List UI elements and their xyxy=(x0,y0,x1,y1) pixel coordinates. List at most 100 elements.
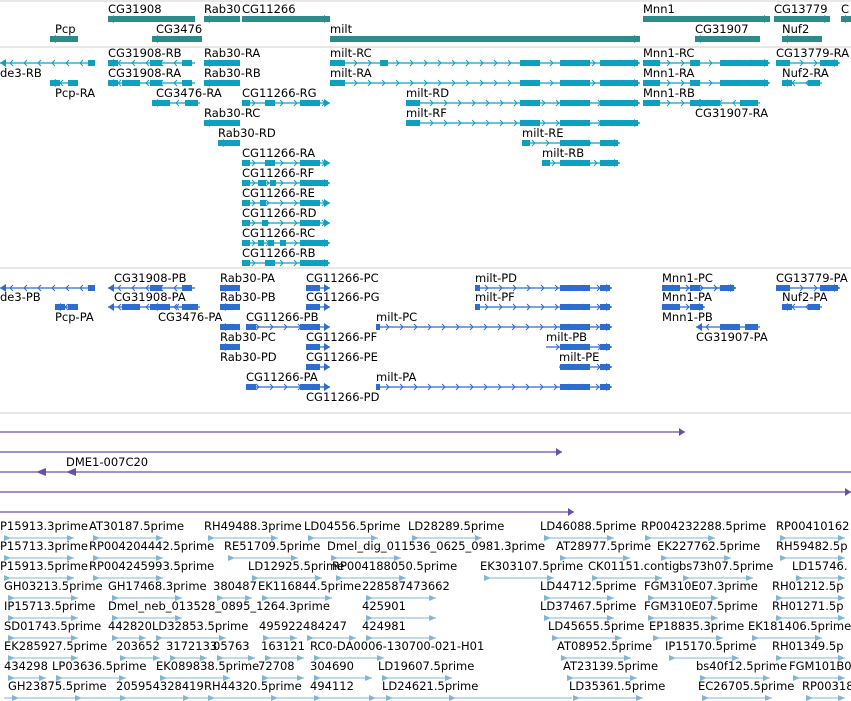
gene-mnn1[interactable]: Mnn1 xyxy=(643,2,770,23)
protein-cg11266-pf[interactable]: CG11266-PF xyxy=(306,330,377,351)
protein-cg11266-pc[interactable]: CG11266-PC xyxy=(306,271,379,292)
clone-span[interactable] xyxy=(0,428,685,436)
gene-cg3476[interactable]: CG3476 xyxy=(152,22,202,43)
est-ld28289-5prime[interactable]: LD28289.5prime xyxy=(408,519,504,541)
gene-milt[interactable]: milt xyxy=(330,22,640,43)
est-lp03636-5prime[interactable]: LP03636.5prime xyxy=(52,659,146,681)
transcript-cg13779-ra[interactable]: CG13779-RA xyxy=(776,46,849,67)
protein-cg11266-pg[interactable]: CG11266-PG xyxy=(306,290,380,311)
est-rp004245993-5prime[interactable]: RP004245993.5prime xyxy=(89,559,214,581)
protein-milt-pb[interactable]: milt-PB xyxy=(546,330,612,351)
est-at30187-5prime[interactable]: AT30187.5prime xyxy=(89,519,184,541)
transcript-rab30-rb[interactable]: Rab30-RB xyxy=(204,66,261,87)
est-rh01349-5p[interactable]: RH01349.5p xyxy=(772,639,845,661)
est-p15913-5prime[interactable]: P15913.5prime xyxy=(0,559,88,581)
est-gh17468-3prime[interactable]: GH17468.3prime xyxy=(108,579,207,601)
est-424981[interactable]: 424981 xyxy=(362,619,436,641)
protein-mnn1-pa[interactable]: Mnn1-PA xyxy=(662,284,736,304)
transcript-cg31907-ra[interactable]: CG31907-RA xyxy=(695,99,768,120)
transcript-milt-re[interactable]: milt-RE xyxy=(522,126,620,147)
transcript-milt-rd[interactable]: milt-RD xyxy=(406,86,640,107)
est-p15713-3prime[interactable]: P15713.3prime xyxy=(0,539,88,561)
protein-cg13779-pa[interactable]: CG13779-PA xyxy=(776,271,848,292)
gene-rab30[interactable]: Rab30 xyxy=(204,2,241,23)
est-ip15170-5prime[interactable]: IP15170.5prime xyxy=(665,639,756,661)
est-ep18835-3prime[interactable]: EP18835.3prime xyxy=(649,619,744,641)
est-ek089838-5prime[interactable]: EK089838.5prime xyxy=(156,659,259,681)
est-fgm310e07-3prime[interactable]: FGM310E07.3prime xyxy=(644,579,758,601)
gene-nuf2[interactable]: Nuf2 xyxy=(782,22,822,43)
transcript-cg31908-rb[interactable]: CG31908-RB xyxy=(108,46,195,67)
est-sd01743-5prime[interactable]: SD01743.5prime xyxy=(4,619,101,641)
protein-mnn1-pb[interactable]: Mnn1-PB xyxy=(662,303,713,324)
transcript-cg11266-rg[interactable]: CG11266-RG xyxy=(242,86,330,107)
transcript-milt-rb[interactable]: milt-RB xyxy=(542,146,620,167)
est-at23139-5prime[interactable]: AT23139.5prime xyxy=(563,659,658,681)
est-ip15713-5prime[interactable]: IP15713.5prime xyxy=(4,599,95,621)
transcript-nuf2-ra[interactable]: Nuf2-RA xyxy=(782,66,829,87)
protein-rab30-pa[interactable]: Rab30-PA xyxy=(220,271,275,292)
transcript-rab30-ra[interactable]: Rab30-RA xyxy=(204,46,260,67)
transcript-cg11266-rd[interactable]: CG11266-RD xyxy=(242,206,330,227)
est-rh01212-5p[interactable]: RH01212.5p xyxy=(772,579,845,601)
est-495922[interactable]: 495922 xyxy=(259,619,303,641)
clone-span[interactable] xyxy=(0,508,574,516)
gene-pcp[interactable]: Pcp xyxy=(50,22,78,43)
gene-cg31907[interactable]: CG31907 xyxy=(695,22,760,43)
transcript-milt-rc[interactable]: milt-RC xyxy=(330,46,640,67)
est-ec26705-5prime[interactable]: EC26705.5prime xyxy=(698,679,794,701)
est-434298[interactable]: 434298 xyxy=(4,659,48,681)
clone-dme1-007c20[interactable]: DME1-007C20 xyxy=(0,455,851,476)
est-ld15746-[interactable]: LD15746. xyxy=(792,559,848,581)
est-bs73h07-5prime[interactable]: bs73h07.5prime xyxy=(679,559,773,581)
est-203652[interactable]: 203652 xyxy=(116,639,160,661)
est-ld46088-5prime[interactable]: LD46088.5prime xyxy=(540,519,636,541)
est-ld04556-5prime[interactable]: LD04556.5prime xyxy=(304,519,400,541)
est-228587473662[interactable]: 228587473662 xyxy=(362,579,450,601)
est-ld35361-5prime[interactable]: LD35361.5prime xyxy=(569,679,665,701)
est-rp004188050-5prime[interactable]: RP004188050.5prime xyxy=(332,559,457,581)
protein-milt-pf[interactable]: milt-PF xyxy=(475,290,612,311)
est-ld19607-5prime[interactable]: LD19607.5prime xyxy=(378,659,474,681)
est-ld12925-5prime[interactable]: LD12925.5prime xyxy=(248,559,344,581)
gene-cg31908[interactable]: CG31908 xyxy=(108,2,195,23)
transcript-mnn1-rc[interactable]: Mnn1-RC xyxy=(643,46,770,67)
transcript-cg11266-ra[interactable]: CG11266-RA xyxy=(242,146,330,167)
transcript-cg11266-rf[interactable]: CG11266-RF xyxy=(242,166,330,187)
est-484247[interactable]: 484247 xyxy=(303,619,356,641)
clone-span[interactable] xyxy=(0,488,851,496)
transcript-cg11266-rc[interactable]: CG11266-RC xyxy=(242,226,330,247)
protein-cg11266-pe[interactable]: CG11266-PE xyxy=(306,350,378,371)
protein-rab30-pc[interactable]: Rab30-PC xyxy=(220,323,276,344)
est-rh01271-5p[interactable]: RH01271.5p xyxy=(772,599,845,621)
est-re51709-5prime[interactable]: RE51709.5prime xyxy=(224,539,320,561)
est-380487[interactable]: 380487 xyxy=(213,579,257,601)
est-dmel-neb-013528-0895-1264-3prime[interactable]: Dmel_neb_013528_0895_1264.3prime xyxy=(108,599,330,621)
protein-cg31908-pb[interactable]: CG31908-PB xyxy=(108,271,195,292)
est-ek181406-5prime[interactable]: EK181406.5prime xyxy=(748,619,851,641)
protein-cg31907-pa[interactable]: CG31907-PA xyxy=(696,323,768,344)
est-ck01151-contig[interactable]: CK01151.contig xyxy=(588,559,679,581)
est-3172133[interactable]: 3172133 xyxy=(166,639,217,661)
protein-nuf2-pa[interactable]: Nuf2-PA xyxy=(782,290,828,311)
gene-cg11266[interactable]: CG11266 xyxy=(242,2,330,23)
est-rp00318[interactable]: RP00318 xyxy=(802,679,851,701)
transcript-cg3476-ra[interactable]: CG3476-RA xyxy=(152,86,222,107)
protein-milt-pe[interactable]: milt-PE xyxy=(559,350,612,371)
est-rp004232288-5prime[interactable]: RP004232288.5prime xyxy=(641,519,766,541)
est-05763[interactable]: 05763 xyxy=(213,639,255,661)
est-ld32853-5prime[interactable]: LD32853.5prime xyxy=(152,619,248,641)
gene-cg13779[interactable]: CG13779 xyxy=(774,2,830,23)
transcript-cg11266-re[interactable]: CG11266-RE xyxy=(242,186,330,207)
protein-milt-pd[interactable]: milt-PD xyxy=(475,271,612,292)
gene-c[interactable]: C xyxy=(841,2,851,23)
est-ek116844-5prime[interactable]: EK116844.5prime xyxy=(258,579,361,601)
protein-cg31908-pa[interactable]: CG31908-PA xyxy=(108,290,195,311)
transcript-rab30-rd[interactable]: Rab30-RD xyxy=(218,126,276,147)
transcript-milt-rf[interactable]: milt-RF xyxy=(406,106,640,127)
est-rp00410162[interactable]: RP00410162 xyxy=(776,519,849,541)
transcript-cg11266-rb[interactable]: CG11266-RB xyxy=(242,246,330,267)
est-rp004204442-5prime[interactable]: RP004204442.5prime xyxy=(89,539,214,561)
est-at28977-5prime[interactable]: AT28977.5prime xyxy=(556,539,651,561)
est-rc0-da0006-130700-021-h01[interactable]: RC0-DA0006-130700-021-H01 xyxy=(310,639,484,661)
